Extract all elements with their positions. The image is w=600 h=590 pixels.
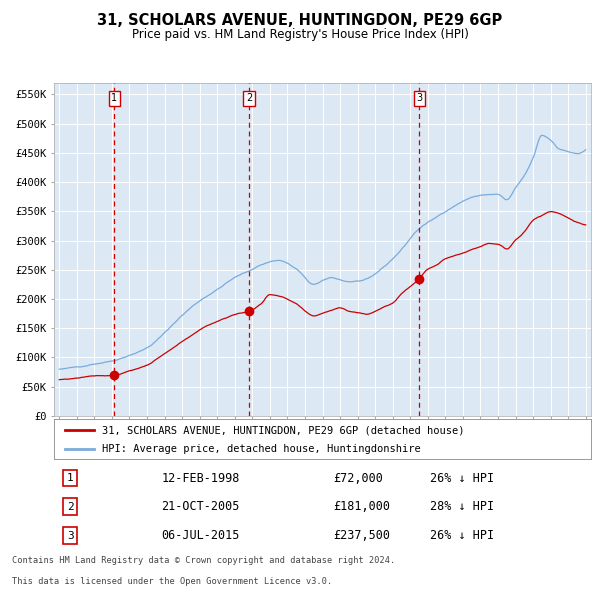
Text: This data is licensed under the Open Government Licence v3.0.: This data is licensed under the Open Gov…: [12, 576, 332, 586]
Text: 26% ↓ HPI: 26% ↓ HPI: [430, 529, 494, 542]
Text: 3: 3: [416, 93, 422, 103]
Text: Contains HM Land Registry data © Crown copyright and database right 2024.: Contains HM Land Registry data © Crown c…: [12, 556, 395, 565]
Text: 2: 2: [246, 93, 252, 103]
Text: £72,000: £72,000: [333, 471, 383, 484]
Text: £181,000: £181,000: [333, 500, 390, 513]
Text: 12-FEB-1998: 12-FEB-1998: [161, 471, 240, 484]
Text: 31, SCHOLARS AVENUE, HUNTINGDON, PE29 6GP: 31, SCHOLARS AVENUE, HUNTINGDON, PE29 6G…: [97, 13, 503, 28]
Text: 21-OCT-2005: 21-OCT-2005: [161, 500, 240, 513]
Text: 26% ↓ HPI: 26% ↓ HPI: [430, 471, 494, 484]
Text: 28% ↓ HPI: 28% ↓ HPI: [430, 500, 494, 513]
Text: 3: 3: [67, 530, 73, 540]
Text: 1: 1: [67, 473, 73, 483]
Text: HPI: Average price, detached house, Huntingdonshire: HPI: Average price, detached house, Hunt…: [103, 444, 421, 454]
Text: 2: 2: [67, 502, 73, 512]
Text: 06-JUL-2015: 06-JUL-2015: [161, 529, 240, 542]
Text: Price paid vs. HM Land Registry's House Price Index (HPI): Price paid vs. HM Land Registry's House …: [131, 28, 469, 41]
Text: 1: 1: [111, 93, 117, 103]
Text: 31, SCHOLARS AVENUE, HUNTINGDON, PE29 6GP (detached house): 31, SCHOLARS AVENUE, HUNTINGDON, PE29 6G…: [103, 425, 465, 435]
Text: £237,500: £237,500: [333, 529, 390, 542]
